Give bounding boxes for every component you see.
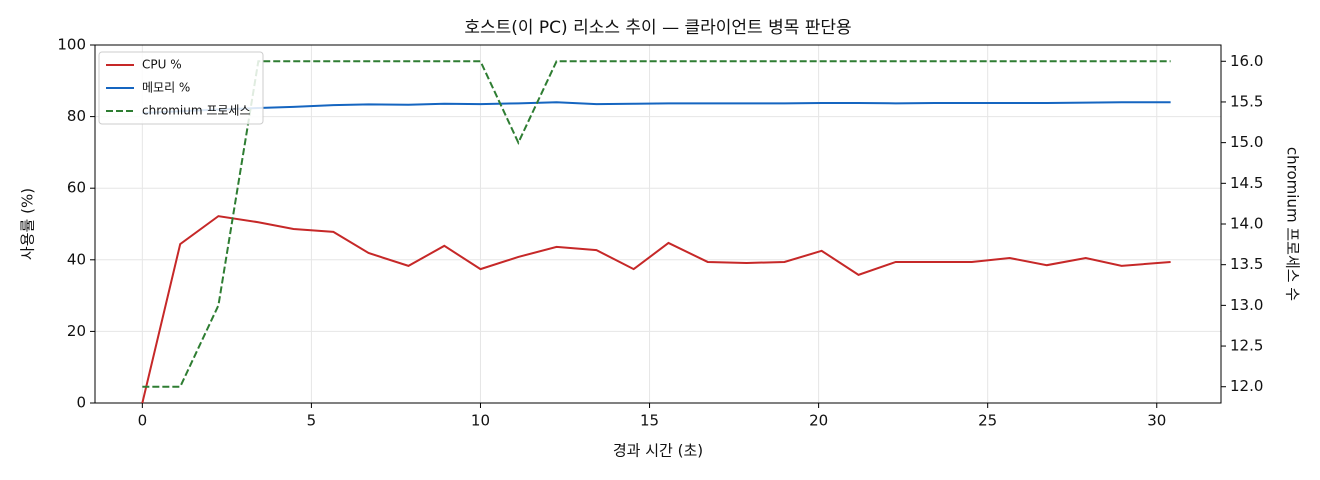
chart-title: 호스트(이 PC) 리소스 추이 — 클라이언트 병목 판단용	[464, 18, 851, 38]
y-tick-label: 0	[76, 394, 86, 412]
x-tick-label: 15	[640, 412, 659, 430]
y-tick-label: 40	[67, 250, 86, 268]
legend-label: chromium 프로세스	[142, 104, 251, 118]
x-tick-label: 20	[809, 412, 828, 430]
y-tick-label: 60	[67, 179, 86, 197]
y2-tick-label: 13.5	[1230, 255, 1263, 273]
data-line	[141, 215, 1171, 404]
x-tick-label: 0	[138, 412, 148, 430]
y2-tick-label: 14.5	[1230, 174, 1263, 192]
x-tick-label: 10	[471, 412, 490, 430]
y2-tick-label: 15.5	[1230, 92, 1263, 110]
legend-label: 메모리 %	[142, 81, 190, 95]
plot-frame	[94, 44, 1222, 404]
y2-tick-label: 15.0	[1230, 133, 1263, 151]
data-line	[142, 60, 1171, 388]
x-tick-label: 30	[1147, 412, 1166, 430]
legend-label: CPU %	[142, 58, 182, 72]
y2-tick-label: 12.0	[1230, 377, 1263, 395]
y2-axis-label: chromium 프로세스 수	[1284, 147, 1302, 301]
y-axis-label: 사용률 (%)	[19, 188, 37, 260]
y-tick-label: 20	[67, 322, 86, 340]
y-tick-label: 80	[67, 107, 86, 125]
y2-tick-label: 13.0	[1230, 296, 1263, 314]
x-axis-label: 경과 시간 (초)	[613, 442, 703, 460]
y2-tick-label: 14.0	[1230, 215, 1263, 233]
data-line	[142, 101, 1171, 115]
x-tick-label: 25	[978, 412, 997, 430]
y2-tick-label: 16.0	[1230, 52, 1263, 70]
y2-tick-label: 12.5	[1230, 337, 1263, 355]
x-tick-label: 5	[307, 412, 317, 430]
legend-box	[98, 51, 264, 125]
y-tick-label: 100	[57, 36, 86, 54]
